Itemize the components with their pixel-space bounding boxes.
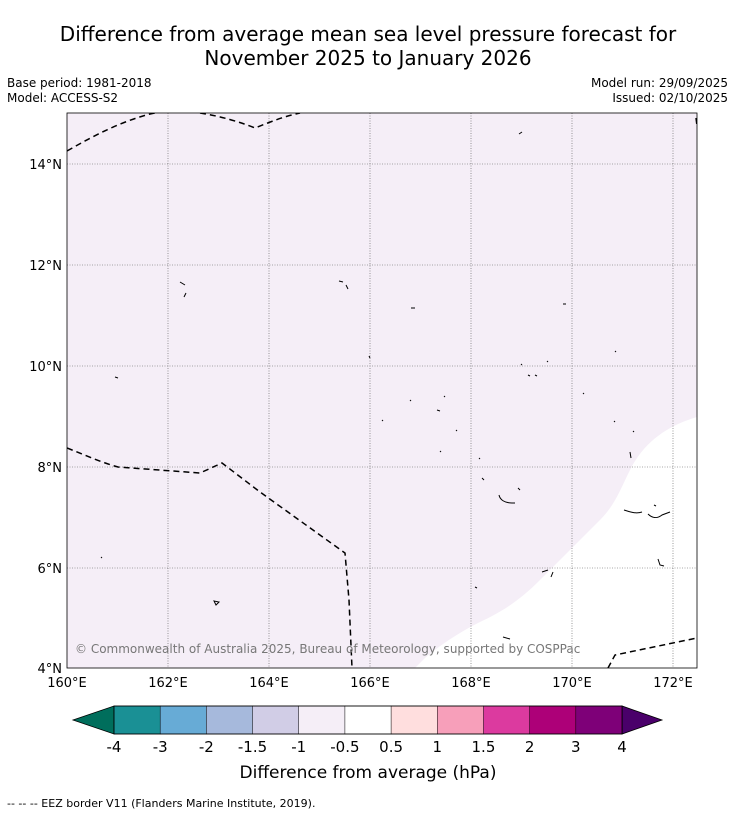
latitude-labels: 14°N 12°N 10°N 8°N 6°N 4°N [29, 158, 62, 677]
colorbar-tick-label: 3 [571, 738, 581, 756]
issued-date: Issued: 02/10/2025 [612, 91, 728, 105]
lon-label: 172°E [653, 676, 693, 691]
lon-label: 164°E [249, 676, 289, 691]
colorbar-tick-label: 1.5 [472, 738, 496, 756]
colorbar: -4 -3 -2 -1.5 -1 -0.5 0.5 1 1.5 2 3 4 Difference fr… [71, 705, 664, 783]
colorbar-frame [113, 705, 623, 735]
colorbar-tick-label: -3 [153, 738, 168, 756]
eez-border-north [199, 113, 301, 129]
island [502, 636, 511, 640]
island [213, 600, 221, 606]
lon-label: 162°E [148, 676, 188, 691]
lon-label: 160°E [47, 676, 87, 691]
eez-borders [67, 113, 697, 668]
eez-border-south-east [607, 637, 697, 668]
colorbar-segments [113, 705, 623, 735]
lat-label: 8°N [38, 461, 63, 476]
base-period: Base period: 1981-2018 [7, 76, 152, 90]
island [179, 281, 187, 298]
eez-border-north-west [67, 113, 159, 152]
colorbar-segment [437, 705, 485, 735]
colorbar-segment [529, 705, 577, 735]
colorbar-segment [390, 705, 438, 735]
meta-left: Base period: 1981-2018 Model: ACCESS-S2 [7, 76, 152, 106]
island [368, 355, 371, 359]
lat-label: 4°N [38, 662, 63, 677]
eez-border-central [67, 447, 353, 668]
lat-label: 10°N [29, 360, 62, 375]
island [518, 131, 523, 135]
lon-label: 166°E [350, 676, 390, 691]
colorbar-segment [298, 705, 346, 735]
island [623, 509, 671, 518]
island [100, 556, 103, 559]
island [498, 494, 515, 504]
colorbar-tick-label: 1 [432, 738, 442, 756]
lat-label: 6°N [38, 562, 63, 577]
island [114, 376, 119, 379]
colorbar-tick-label: -1 [291, 738, 306, 756]
colorbar-low-extend [71, 705, 115, 735]
colorbar-tick-label: -0.5 [330, 738, 359, 756]
island [439, 450, 632, 460]
island [657, 558, 665, 567]
colorbar-segment [206, 705, 254, 735]
island [582, 350, 617, 395]
colorbar-tick-label: 2 [525, 738, 535, 756]
lon-label: 168°E [451, 676, 491, 691]
map-title: Difference from average mean sea level p… [0, 22, 736, 70]
map-frame [66, 112, 698, 669]
island [653, 504, 657, 507]
colorbar-tick-label: -2 [199, 738, 214, 756]
colorbar-high-extend [621, 705, 664, 735]
eez-footnote: -- -- -- EEZ border V11 (Flanders Marine… [7, 797, 316, 810]
colorbar-tick-label: 4 [617, 738, 627, 756]
colorbar-segment [113, 705, 161, 735]
colorbar-tick-label: -4 [107, 738, 122, 756]
colorbar-tick-label: -1.5 [238, 738, 267, 756]
island [338, 280, 349, 290]
island [481, 477, 521, 491]
model-name: Model: ACCESS-S2 [7, 91, 119, 105]
near-normal-region [415, 417, 697, 668]
eez-border-north-east [695, 117, 697, 127]
lon-label: 170°E [552, 676, 592, 691]
island [381, 419, 635, 433]
island [541, 569, 554, 578]
colorbar-segment [252, 705, 300, 735]
lat-label: 14°N [29, 158, 62, 173]
colorbar-title: Difference from average (hPa) [240, 763, 497, 783]
model-run: Model run: 29/09/2025 [590, 76, 728, 90]
colorbar-tick-labels: -4 -3 -2 -1.5 -1 -0.5 0.5 1 1.5 2 3 4 [107, 738, 627, 756]
meta-right: Model run: 29/09/2025 Issued: 02/10/2025 [591, 76, 728, 106]
lat-label: 12°N [29, 259, 62, 274]
copyright-notice: © Commonwealth of Australia 2025, Bureau… [75, 642, 580, 656]
map-area: © Commonwealth of Australia 2025, Bureau… [67, 113, 697, 668]
island [474, 586, 478, 589]
graticule [67, 113, 697, 668]
colorbar-tick-label: 0.5 [379, 738, 403, 756]
islands [100, 131, 671, 640]
colorbar-segment [483, 705, 531, 735]
colorbar-segment [344, 705, 392, 735]
island [520, 360, 549, 377]
island [409, 395, 446, 412]
longitude-labels: 160°E 162°E 164°E 166°E 168°E 170°E 172°… [47, 676, 693, 691]
colorbar-segment [575, 705, 623, 735]
title-line-2: November 2025 to January 2026 [204, 46, 532, 70]
title-line-1: Difference from average mean sea level p… [59, 22, 677, 46]
colorbar-segment [159, 705, 207, 735]
